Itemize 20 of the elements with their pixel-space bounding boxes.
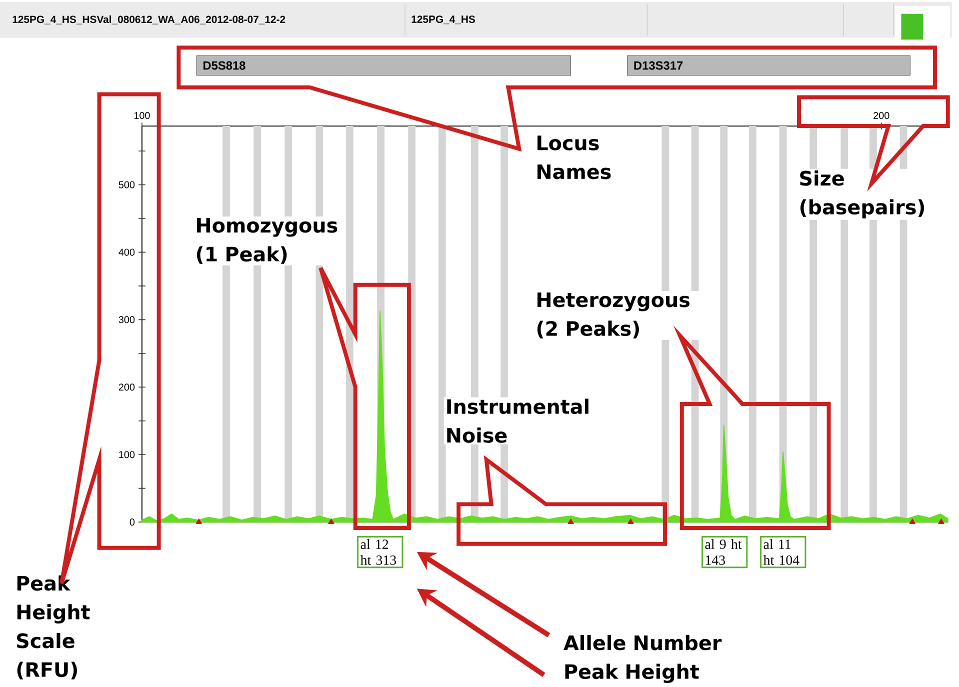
- y-tick-label: 0: [130, 518, 135, 526]
- annotation: Size (basepairs): [800, 170, 924, 218]
- y-tick-label: 200: [118, 384, 135, 391]
- text: al 12 ht 313: [360, 539, 396, 565]
- annotation: Instrumental Noise: [447, 398, 588, 443]
- y-tick-label: 300: [118, 316, 135, 324]
- y-tick-label: 500: [118, 181, 135, 188]
- annotation: Homozygous (1 Peak): [196, 218, 338, 264]
- annotation: Locus Names: [538, 136, 611, 180]
- text: D5S818: [203, 61, 246, 70]
- text: D13S317: [634, 61, 683, 70]
- text: Allele Number Peak Height: [564, 634, 722, 684]
- text: al 9 ht 143: [705, 539, 742, 565]
- text: Peak Height Scale (RFU): [17, 575, 90, 680]
- text: al 11 ht 104: [763, 539, 800, 565]
- text: 125PG_4_HS_HSVal_080612_WA_A06_2012-08-07_12-2: [12, 16, 286, 24]
- y-tick-label: 400: [118, 248, 135, 256]
- y-tick-label: 100: [119, 451, 135, 458]
- text: 125PG_4_HS: [412, 16, 476, 24]
- annotation: Heterozygous (2 Peaks): [537, 292, 690, 338]
